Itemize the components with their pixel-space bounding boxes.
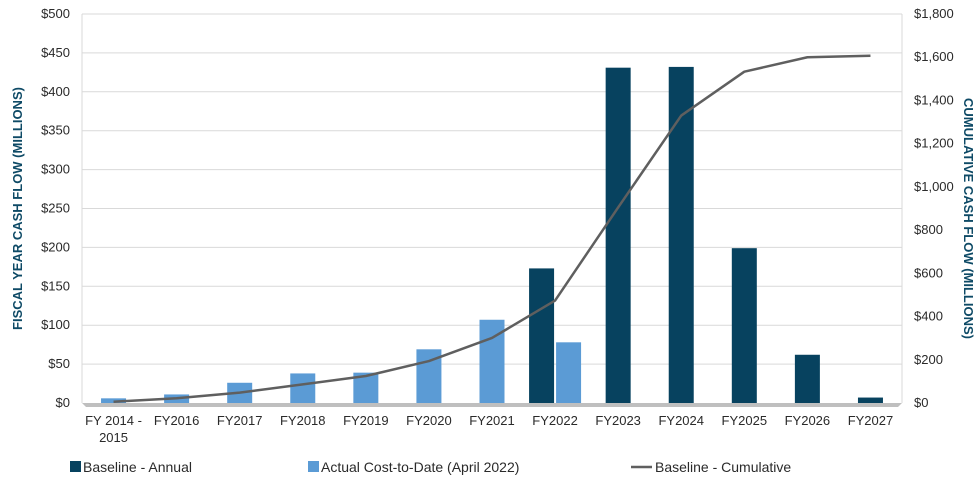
x-tick-label: FY 2014 -: [85, 413, 142, 428]
bar-baseline-annual: [794, 354, 820, 403]
y-tick-label: $300: [41, 162, 70, 177]
y-tick-label: $400: [41, 84, 70, 99]
y2-tick-label: $800: [914, 222, 943, 237]
y-tick-label: $250: [41, 201, 70, 216]
y2-tick-label: $1,800: [914, 6, 954, 21]
bar-baseline-annual: [668, 66, 694, 404]
x-tick-label: FY2021: [469, 413, 515, 428]
x-tick-label: FY2025: [722, 413, 768, 428]
bar-actual-cost-to-date: [556, 342, 582, 403]
x-tick-label: FY2019: [343, 413, 389, 428]
x-tick-label: FY2020: [406, 413, 452, 428]
legend-swatch-baseline-annual: [70, 461, 81, 472]
y2-axis-title: CUMULATIVE CASH FLOW (MILLIONS): [961, 98, 976, 339]
x-tick-label: FY2018: [280, 413, 326, 428]
y2-tick-label: $1,600: [914, 49, 954, 64]
y2-tick-label: $1,400: [914, 92, 954, 107]
y-tick-label: $50: [48, 356, 70, 371]
x-tick-label: FY2027: [848, 413, 894, 428]
chart-floor: [82, 403, 902, 407]
y2-tick-label: $400: [914, 309, 943, 324]
y-tick-label: $350: [41, 123, 70, 138]
y-tick-label: $450: [41, 45, 70, 60]
legend-label-actual-cost-to-date: Actual Cost-to-Date (April 2022): [321, 459, 519, 475]
y2-tick-label: $600: [914, 265, 943, 280]
y2-tick-label: $200: [914, 352, 943, 367]
y2-tick-label: $1,000: [914, 179, 954, 194]
bar-baseline-annual: [857, 397, 883, 403]
y-axis-title: FISCAL YEAR CASH FLOW (MILLIONS): [10, 87, 25, 330]
y-tick-label: $200: [41, 239, 70, 254]
legend-label-baseline-annual: Baseline - Annual: [83, 459, 192, 475]
bar-baseline-annual: [605, 67, 631, 403]
y-tick-label: $100: [41, 317, 70, 332]
x-tick-label: FY2023: [595, 413, 641, 428]
x-tick-label: FY2017: [217, 413, 263, 428]
y2-tick-label: $0: [914, 395, 928, 410]
legend-swatch-actual-cost-to-date: [308, 461, 319, 472]
x-tick-label: FY2022: [532, 413, 578, 428]
y-tick-label: $500: [41, 6, 70, 21]
bar-baseline-annual: [731, 248, 757, 403]
x-tick-label: FY2016: [154, 413, 200, 428]
bar-baseline-annual: [529, 268, 555, 403]
x-tick-label: FY2026: [785, 413, 831, 428]
line-baseline-cumulative: [113, 54, 871, 403]
x-tick-label: FY2024: [658, 413, 704, 428]
x-tick-label: 2015: [99, 430, 128, 445]
y-tick-label: $150: [41, 278, 70, 293]
y-tick-label: $0: [56, 395, 70, 410]
bar-actual-cost-to-date: [290, 373, 316, 403]
legend-label-baseline-cumulative: Baseline - Cumulative: [655, 459, 791, 475]
y2-tick-label: $1,200: [914, 136, 954, 151]
